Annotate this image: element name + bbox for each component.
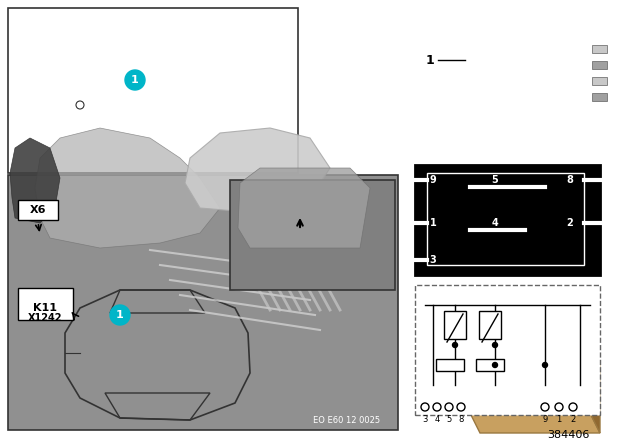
Text: 4: 4 [492, 218, 499, 228]
Text: 3: 3 [422, 414, 428, 423]
Text: 1: 1 [426, 53, 435, 66]
Polygon shape [470, 343, 590, 413]
Bar [592, 93, 607, 101]
Text: 9: 9 [542, 414, 548, 423]
Text: 8: 8 [458, 414, 464, 423]
Polygon shape [238, 168, 370, 248]
Circle shape [493, 343, 497, 348]
Bar [8, 175, 398, 430]
Text: 1: 1 [131, 75, 139, 85]
Polygon shape [10, 138, 60, 223]
Text: 1: 1 [429, 218, 436, 228]
Text: K11: K11 [33, 303, 57, 313]
Bar [8, 8, 298, 173]
Text: 5: 5 [446, 414, 452, 423]
Text: 1: 1 [116, 310, 124, 320]
Circle shape [452, 343, 458, 348]
Text: 4: 4 [435, 414, 440, 423]
Bar [427, 173, 584, 265]
Text: 2: 2 [566, 218, 573, 228]
Bar [592, 45, 607, 53]
Polygon shape [590, 343, 600, 433]
Bar [18, 288, 73, 320]
Bar [230, 180, 395, 290]
Text: X1242: X1242 [28, 313, 62, 323]
Text: 8: 8 [566, 175, 573, 185]
Bar [479, 311, 501, 339]
Text: EO E60 12 0025: EO E60 12 0025 [313, 415, 380, 425]
Bar [18, 200, 58, 220]
Bar [592, 77, 607, 85]
Text: 1: 1 [556, 414, 562, 423]
Bar [476, 359, 504, 371]
Text: 2: 2 [570, 414, 575, 423]
Polygon shape [185, 128, 330, 213]
Text: X6: X6 [29, 205, 46, 215]
Bar [592, 61, 607, 69]
Polygon shape [470, 413, 600, 433]
Text: 5: 5 [492, 175, 499, 185]
Text: 384406: 384406 [548, 430, 590, 440]
Circle shape [493, 362, 497, 367]
Polygon shape [35, 128, 220, 248]
Bar [436, 359, 464, 371]
Circle shape [543, 362, 547, 367]
Text: 3: 3 [429, 255, 436, 265]
Bar [444, 311, 466, 339]
Bar [415, 285, 600, 415]
Text: 9: 9 [429, 175, 436, 185]
Circle shape [110, 305, 130, 325]
Bar [415, 165, 600, 275]
Circle shape [125, 70, 145, 90]
